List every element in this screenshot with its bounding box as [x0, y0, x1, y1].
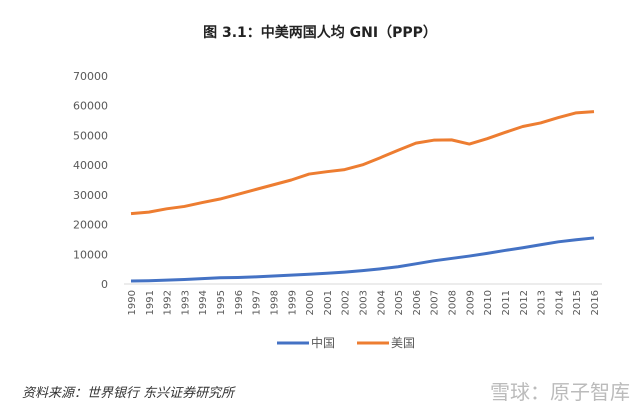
- series-line-us: [130, 110, 595, 216]
- legend-label: 中国: [311, 335, 335, 350]
- x-tick-label: 1992: [163, 290, 174, 315]
- x-tick-label: 1993: [180, 290, 191, 315]
- x-tick-label: 2014: [554, 290, 565, 315]
- x-tick-label: 2004: [376, 290, 387, 315]
- x-tick-label: 1997: [252, 290, 263, 315]
- y-tick-label: 0: [101, 278, 108, 291]
- x-tick-label: 1996: [234, 290, 245, 315]
- x-tick-label: 2002: [341, 290, 352, 315]
- series-line-china: [130, 236, 595, 283]
- x-tick-label: 2013: [537, 290, 548, 315]
- x-tick-label: 2007: [430, 290, 441, 315]
- x-tick-label: 2005: [394, 290, 405, 315]
- y-tick-label: 10000: [73, 248, 108, 261]
- x-tick-label: 2012: [519, 290, 530, 315]
- x-tick-label: 1990: [127, 290, 138, 315]
- x-tick-label: 2008: [448, 290, 459, 315]
- x-tick-label: 2010: [483, 290, 494, 315]
- x-tick-label: 2003: [359, 290, 370, 315]
- x-tick-label: 1998: [269, 290, 280, 315]
- y-tick-label: 70000: [73, 70, 108, 83]
- x-tick-label: 1991: [145, 290, 156, 315]
- x-tick-label: 2001: [323, 290, 334, 315]
- y-tick-label: 20000: [73, 219, 108, 232]
- y-tick-label: 30000: [73, 189, 108, 202]
- chart-title: 图 3.1：中美两国人均 GNI（PPP）: [203, 25, 437, 41]
- x-tick-label: 2009: [465, 290, 476, 315]
- y-tick-label: 50000: [73, 129, 108, 142]
- legend-label: 美国: [391, 336, 415, 350]
- watermark: 雪球：原子智库: [490, 380, 630, 404]
- x-tick-label: 2000: [305, 290, 316, 315]
- x-tick-label: 1999: [287, 290, 298, 315]
- x-tick-label: 2016: [590, 290, 601, 315]
- source-note: 资料来源：世界银行 东兴证券研究所: [22, 386, 235, 401]
- x-tick-label: 2011: [501, 290, 512, 315]
- y-tick-label: 60000: [73, 100, 108, 113]
- x-tick-label: 2006: [412, 290, 423, 315]
- x-tick-label: 2015: [572, 290, 583, 315]
- x-tick-label: 1994: [198, 290, 209, 315]
- y-tick-label: 40000: [73, 159, 108, 172]
- x-tick-label: 1995: [216, 290, 227, 315]
